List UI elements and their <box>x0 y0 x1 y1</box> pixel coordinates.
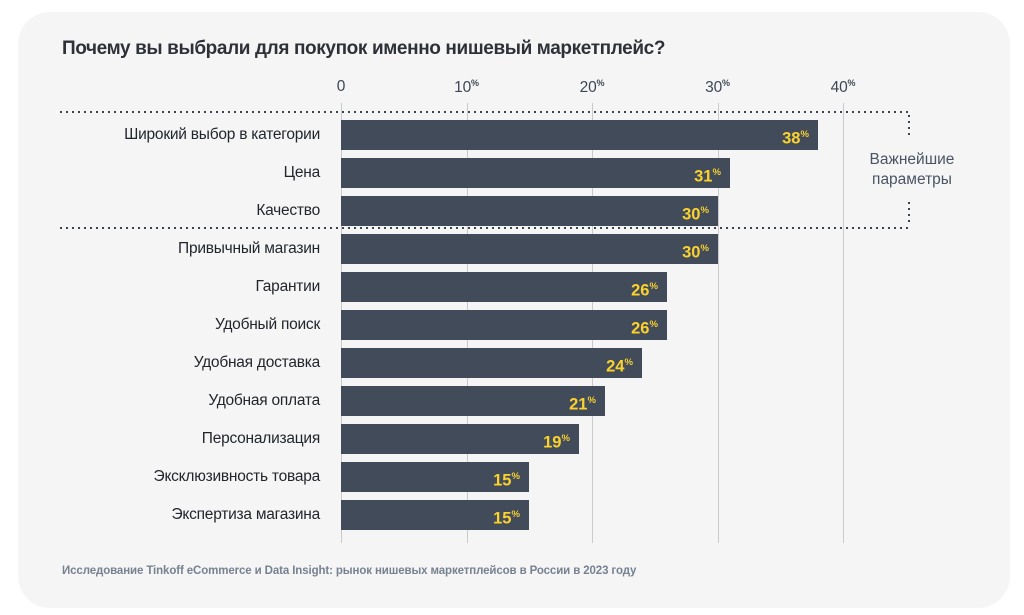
highlight-bracket-right-segment-top <box>908 115 910 137</box>
percent-sign: % <box>511 509 520 520</box>
highlight-bracket-top-line <box>60 111 910 113</box>
axis-tick-label: 0 <box>336 78 346 95</box>
category-label: Широкий выбор в категории <box>124 126 320 143</box>
percent-sign: % <box>722 78 730 88</box>
category-label: Удобный поиск <box>214 316 320 333</box>
value-label: 30% <box>682 243 709 262</box>
category-label: Гарантии <box>255 278 321 295</box>
value-label: 38% <box>782 129 809 148</box>
category-label: Персонализация <box>201 430 320 447</box>
bar: 26% <box>341 310 667 340</box>
highlight-group-label: Важнейшие параметры <box>869 151 955 188</box>
category-label: Экспертиза магазина <box>171 506 321 523</box>
percent-sign: % <box>511 471 520 482</box>
bar: 15% <box>341 500 529 530</box>
category-label: Эксклюзивность товара <box>153 468 321 485</box>
category-label: Удобная доставка <box>193 354 321 371</box>
axis-tick-label: 40% <box>830 78 856 97</box>
value-label: 15% <box>493 509 520 528</box>
category-label: Удобная оплата <box>208 392 320 409</box>
percent-sign: % <box>700 205 709 216</box>
percent-sign: % <box>649 319 658 330</box>
source-note: Исследование Tinkoff eCommerce и Data In… <box>62 565 637 577</box>
highlight-bracket-bottom-line <box>60 227 910 229</box>
value-label: 26% <box>631 319 658 338</box>
percent-sign: % <box>596 78 605 88</box>
gridline <box>717 103 719 543</box>
value-label: 31% <box>694 167 721 186</box>
bar: 30% <box>341 196 718 226</box>
axis-tick-label: 30% <box>705 78 730 97</box>
bar: 30% <box>341 234 718 264</box>
percent-sign: % <box>587 395 596 406</box>
bar: 15% <box>341 462 529 492</box>
plot-area: 0 10% 20% 30% 40% Широкий выбор в категории 38… <box>18 12 1010 608</box>
value-label: 30% <box>682 205 709 224</box>
gridline <box>843 103 844 543</box>
percent-sign: % <box>847 78 856 88</box>
value-label: 26% <box>631 281 658 300</box>
value-label: 21% <box>569 395 596 414</box>
value-label: 15% <box>493 471 520 490</box>
highlight-bracket-right-segment-bottom <box>908 202 910 226</box>
bar: 21% <box>341 386 605 416</box>
axis-tick-label: 20% <box>579 78 605 97</box>
bar: 26% <box>341 272 667 302</box>
chart-card: Почему вы выбрали для покупок именно ниш… <box>18 12 1010 608</box>
bar: 24% <box>341 348 642 378</box>
percent-sign: % <box>649 281 658 292</box>
percent-sign: % <box>624 357 633 368</box>
chart-title: Почему вы выбрали для покупок именно ниш… <box>62 38 666 59</box>
percent-sign: % <box>712 167 721 178</box>
category-label: Качество <box>256 202 320 219</box>
percent-sign: % <box>800 129 809 140</box>
percent-sign: % <box>561 433 570 444</box>
value-label: 19% <box>543 433 570 452</box>
bar: 31% <box>341 158 730 188</box>
percent-sign: % <box>471 78 479 88</box>
percent-sign: % <box>700 243 709 254</box>
category-label: Цена <box>283 164 321 181</box>
axis-tick-label: 10% <box>454 78 479 97</box>
category-label: Привычный магазин <box>178 240 320 257</box>
value-label: 24% <box>606 357 633 376</box>
bar: 19% <box>341 424 579 454</box>
bar: 38% <box>341 120 818 150</box>
